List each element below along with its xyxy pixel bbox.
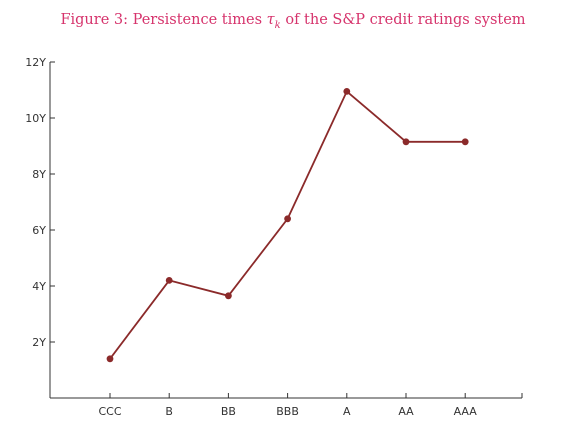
- y-tick-label: 2Y: [32, 336, 46, 349]
- y-tick-label: 12Y: [25, 56, 46, 69]
- y-axis-ticks: 2Y 4Y 6Y 8Y 10Y 12Y: [25, 56, 55, 349]
- chart-title: Figure 3: Persistence times τk of the S&…: [0, 12, 586, 31]
- x-tick-label: CCC: [98, 405, 121, 418]
- axes: [49, 62, 523, 399]
- data-point: [106, 355, 114, 363]
- x-axis-ticks: CCC B BB BBB A AA AAA: [98, 393, 477, 418]
- data-point: [461, 138, 469, 146]
- title-subscript: k: [274, 19, 281, 31]
- data-point: [284, 215, 291, 223]
- data-point: [402, 138, 410, 146]
- title-symbol: τ: [266, 12, 275, 28]
- x-tick-label: BBB: [276, 405, 299, 418]
- y-tick-label: 6Y: [32, 224, 46, 237]
- title-suffix: of the S&P credit ratings system: [280, 12, 526, 28]
- series-group: [106, 88, 469, 363]
- y-tick-label: 8Y: [32, 168, 46, 181]
- data-point: [165, 277, 173, 284]
- series-line: [109, 89, 466, 360]
- x-tick-label: BB: [221, 405, 236, 418]
- x-tick-label: A: [343, 405, 351, 418]
- data-point: [225, 292, 232, 300]
- y-tick-label: 10Y: [25, 112, 46, 125]
- x-tick-label: AAA: [454, 405, 478, 418]
- y-tick-label: 4Y: [32, 280, 46, 293]
- x-tick-label: AA: [398, 405, 414, 418]
- data-point: [343, 88, 351, 95]
- title-prefix: Figure 3: Persistence times: [60, 12, 267, 28]
- x-tick-label: B: [165, 405, 173, 418]
